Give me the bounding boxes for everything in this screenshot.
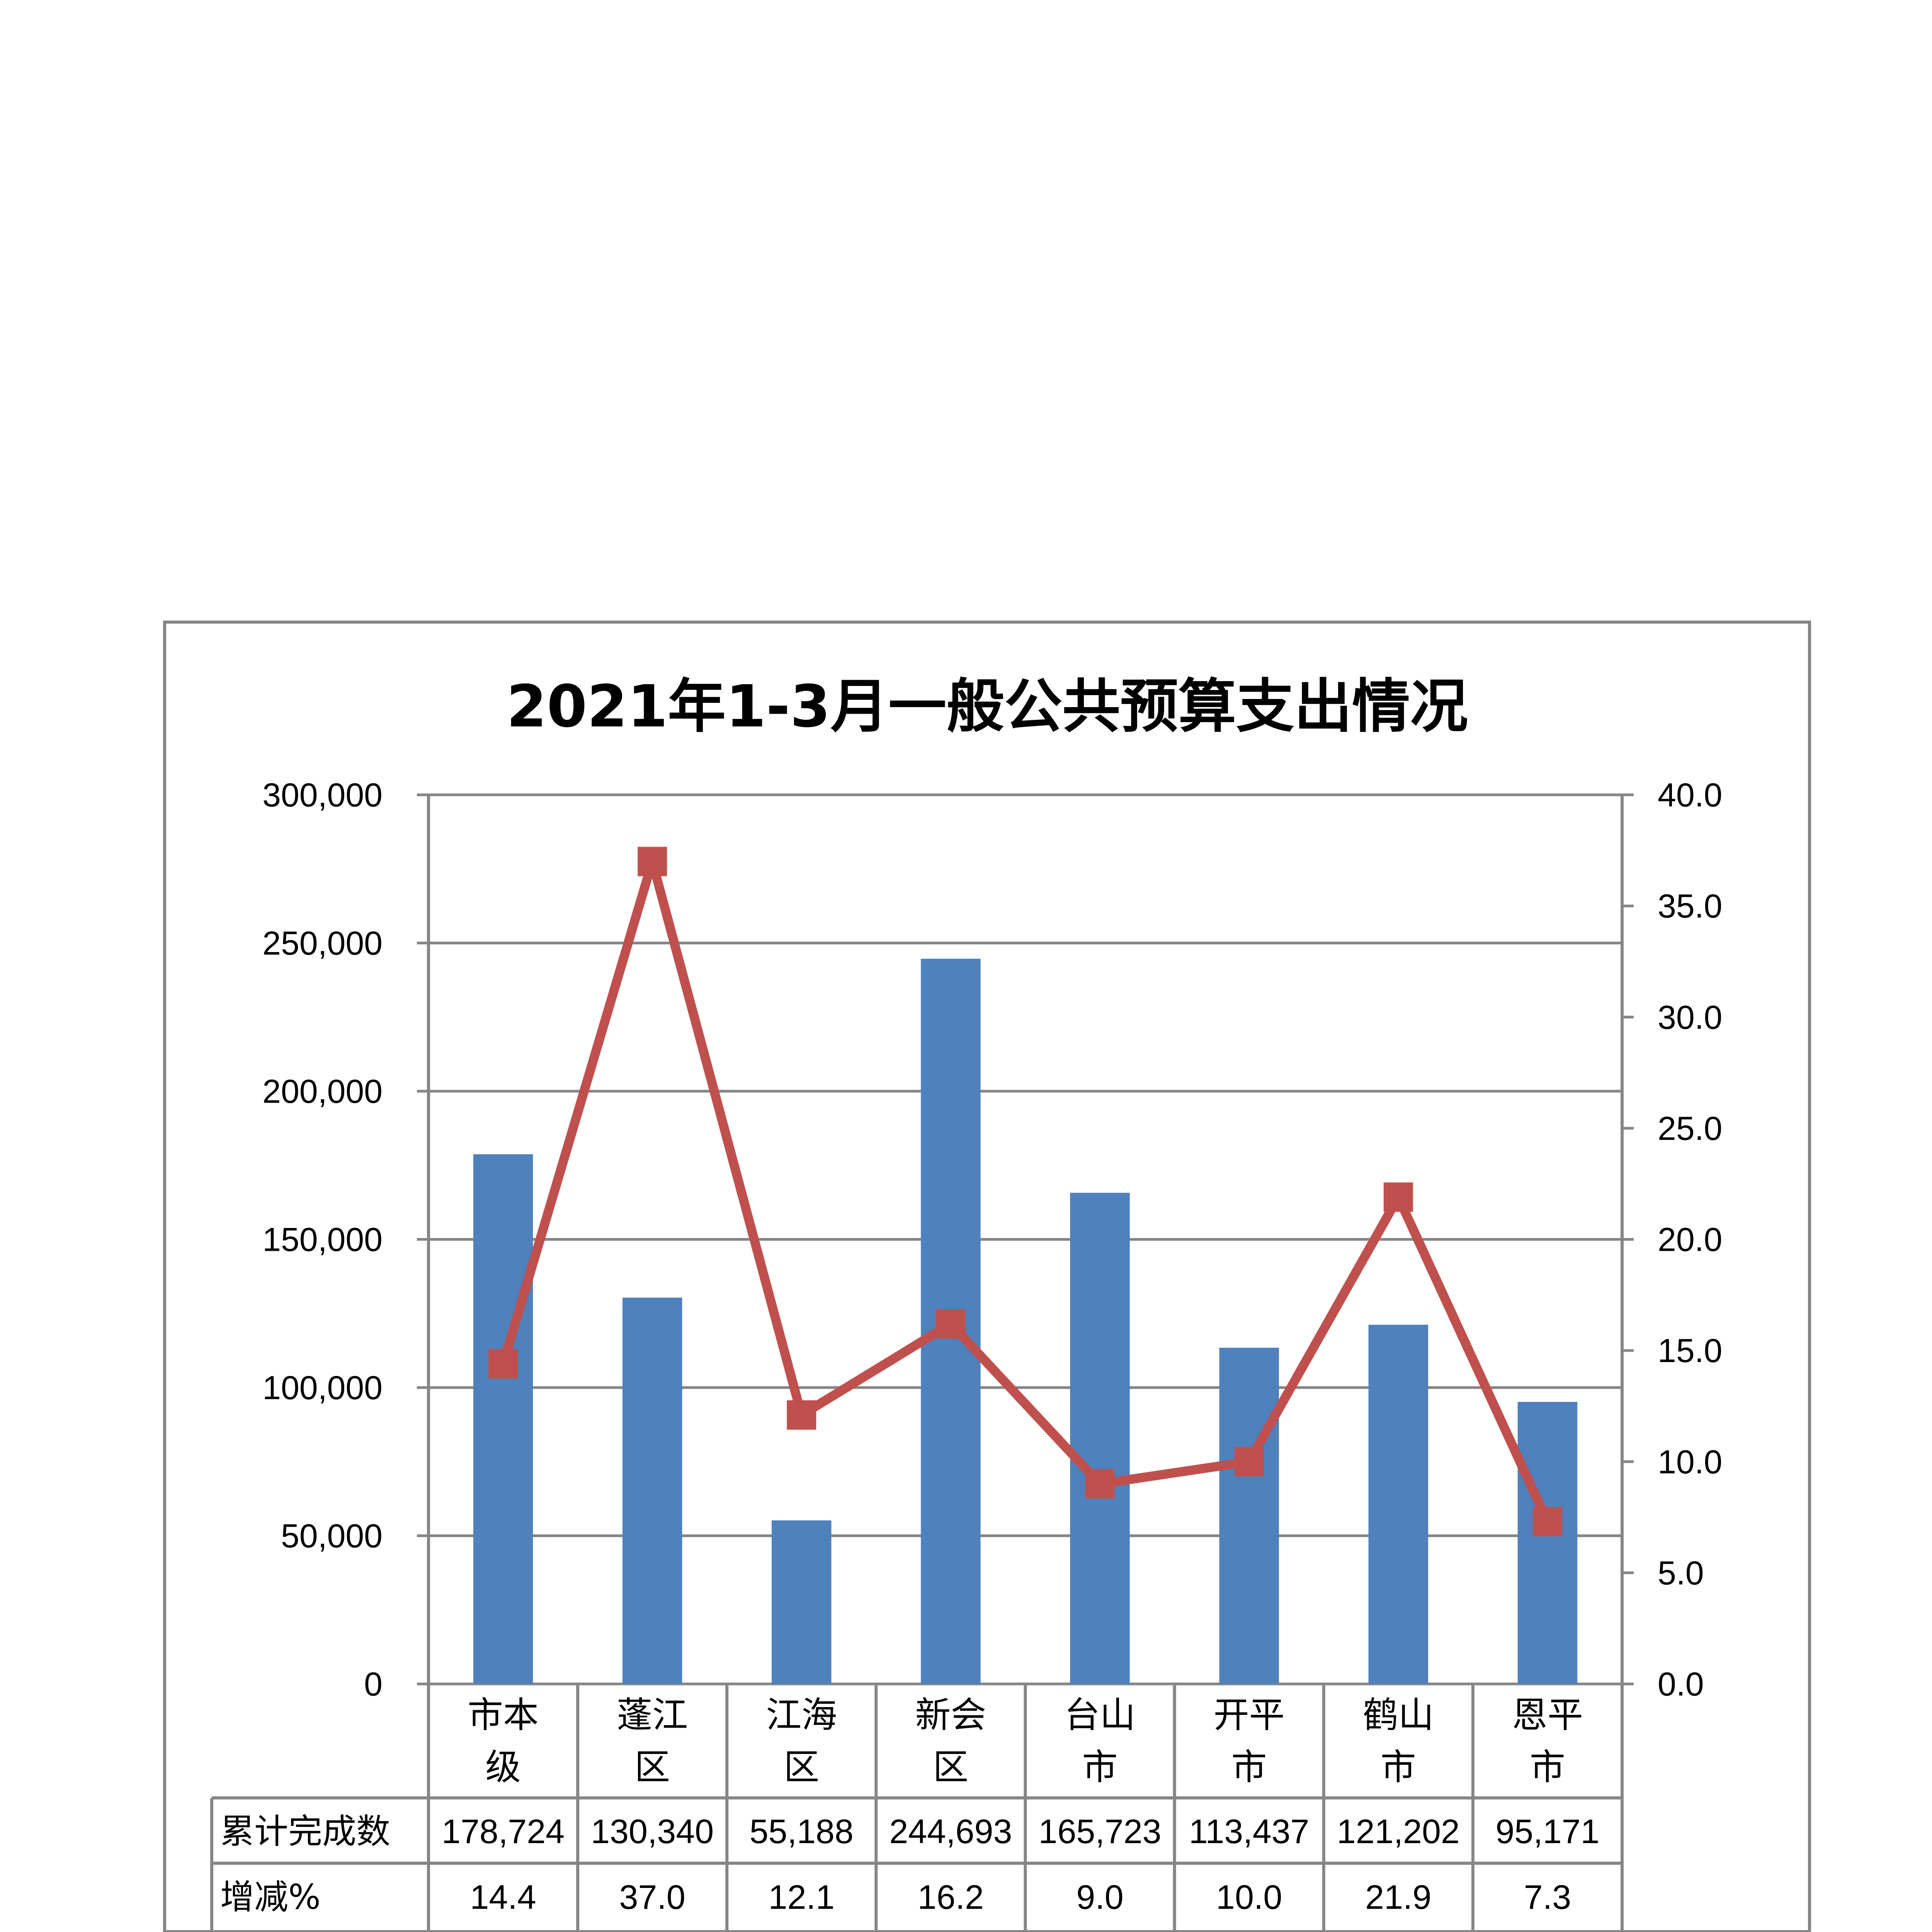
category-label: 台山 bbox=[1065, 1694, 1136, 1736]
right-tick-label: 5.0 bbox=[1658, 1554, 1704, 1592]
bar bbox=[1070, 1192, 1130, 1684]
bar bbox=[772, 1520, 832, 1684]
left-tick-label: 0 bbox=[364, 1666, 383, 1703]
right-tick-label: 25.0 bbox=[1658, 1110, 1722, 1147]
table-cell-value: 55,188 bbox=[750, 1812, 854, 1850]
right-tick-label: 0.0 bbox=[1658, 1666, 1704, 1703]
category-label: 区 bbox=[784, 1747, 819, 1788]
bar bbox=[1517, 1402, 1578, 1684]
line-marker bbox=[1532, 1507, 1562, 1537]
category-label: 市 bbox=[1231, 1747, 1267, 1788]
category-label: 市 bbox=[1381, 1747, 1416, 1788]
line-marker bbox=[1085, 1469, 1115, 1499]
left-tick-label: 50,000 bbox=[281, 1518, 383, 1555]
left-tick-label: 100,000 bbox=[262, 1369, 383, 1406]
line-marker bbox=[1383, 1182, 1413, 1212]
chart-title: 2021年1-3月一般公共预算支出情况 bbox=[507, 673, 1468, 740]
left-tick-label: 150,000 bbox=[262, 1221, 383, 1259]
table-cell-value: 244,693 bbox=[889, 1812, 1012, 1850]
right-axis-ticks: 0.0 5.0 10.0 15.0 20.0 25.0 30.0 35.0 40.0 bbox=[1658, 777, 1722, 1703]
line-marker bbox=[488, 1349, 518, 1379]
right-tick-label: 40.0 bbox=[1658, 777, 1722, 814]
table-cell-pct: 21.9 bbox=[1365, 1878, 1431, 1916]
category-label: 新会 bbox=[915, 1694, 986, 1736]
table-cell-value: 130,340 bbox=[591, 1812, 714, 1850]
category-label: 江海 bbox=[766, 1694, 837, 1736]
line-marker bbox=[638, 847, 667, 876]
table-cell-pct: 9.0 bbox=[1076, 1878, 1123, 1916]
data-table: 市本级 178,724 14.4 蓬江区 130,340 37.0 江海区 55,188 12.… bbox=[210, 1684, 1622, 1932]
category-label: 区 bbox=[933, 1747, 968, 1788]
left-tick-label: 200,000 bbox=[262, 1073, 383, 1110]
left-tick-label: 250,000 bbox=[262, 925, 383, 962]
category-label: 开平 bbox=[1214, 1694, 1285, 1736]
category-label: 级 bbox=[485, 1747, 521, 1788]
bar bbox=[622, 1298, 682, 1684]
table-row-label: 增减% bbox=[220, 1877, 321, 1917]
category-label: 市本 bbox=[468, 1694, 539, 1736]
category-label: 市 bbox=[1530, 1747, 1565, 1788]
bar bbox=[1368, 1325, 1429, 1684]
left-axis-ticks: 0 50,000 100,000 150,000 200,000 250,000 300,0… bbox=[262, 777, 383, 1703]
bar bbox=[473, 1154, 533, 1684]
line-marker bbox=[787, 1400, 816, 1430]
right-tick-label: 35.0 bbox=[1658, 888, 1722, 925]
category-label: 蓬江 bbox=[617, 1694, 688, 1736]
table-cell-value: 165,723 bbox=[1039, 1812, 1162, 1850]
table-cell-pct: 12.1 bbox=[769, 1878, 835, 1916]
category-label: 恩平 bbox=[1512, 1694, 1583, 1736]
table-cell-pct: 7.3 bbox=[1524, 1878, 1571, 1916]
category-label: 市 bbox=[1082, 1747, 1118, 1788]
chart-frame bbox=[163, 621, 1811, 1932]
table-row-label: 累计完成数 bbox=[220, 1811, 390, 1851]
table-cell-pct: 10.0 bbox=[1216, 1878, 1282, 1916]
right-tick-label: 30.0 bbox=[1658, 999, 1722, 1036]
table-cell-pct: 14.4 bbox=[470, 1878, 536, 1916]
bar-series bbox=[473, 959, 1578, 1684]
category-label: 鹤山 bbox=[1363, 1694, 1434, 1736]
category-label: 区 bbox=[634, 1747, 670, 1788]
line-series bbox=[488, 847, 1562, 1537]
table-cell-value: 121,202 bbox=[1337, 1812, 1460, 1850]
table-cell-value: 95,171 bbox=[1495, 1812, 1599, 1850]
bar bbox=[1219, 1347, 1279, 1684]
table-cell-pct: 16.2 bbox=[918, 1878, 984, 1916]
line-marker bbox=[936, 1309, 966, 1339]
right-tick-label: 10.0 bbox=[1658, 1444, 1722, 1481]
right-tick-label: 15.0 bbox=[1658, 1332, 1722, 1369]
table-cell-value: 178,724 bbox=[442, 1812, 565, 1850]
line-marker bbox=[1234, 1447, 1264, 1476]
right-tick-label: 20.0 bbox=[1658, 1221, 1722, 1259]
table-cell-value: 113,437 bbox=[1189, 1812, 1310, 1850]
table-cell-pct: 37.0 bbox=[619, 1878, 685, 1916]
left-tick-label: 300,000 bbox=[262, 777, 383, 814]
